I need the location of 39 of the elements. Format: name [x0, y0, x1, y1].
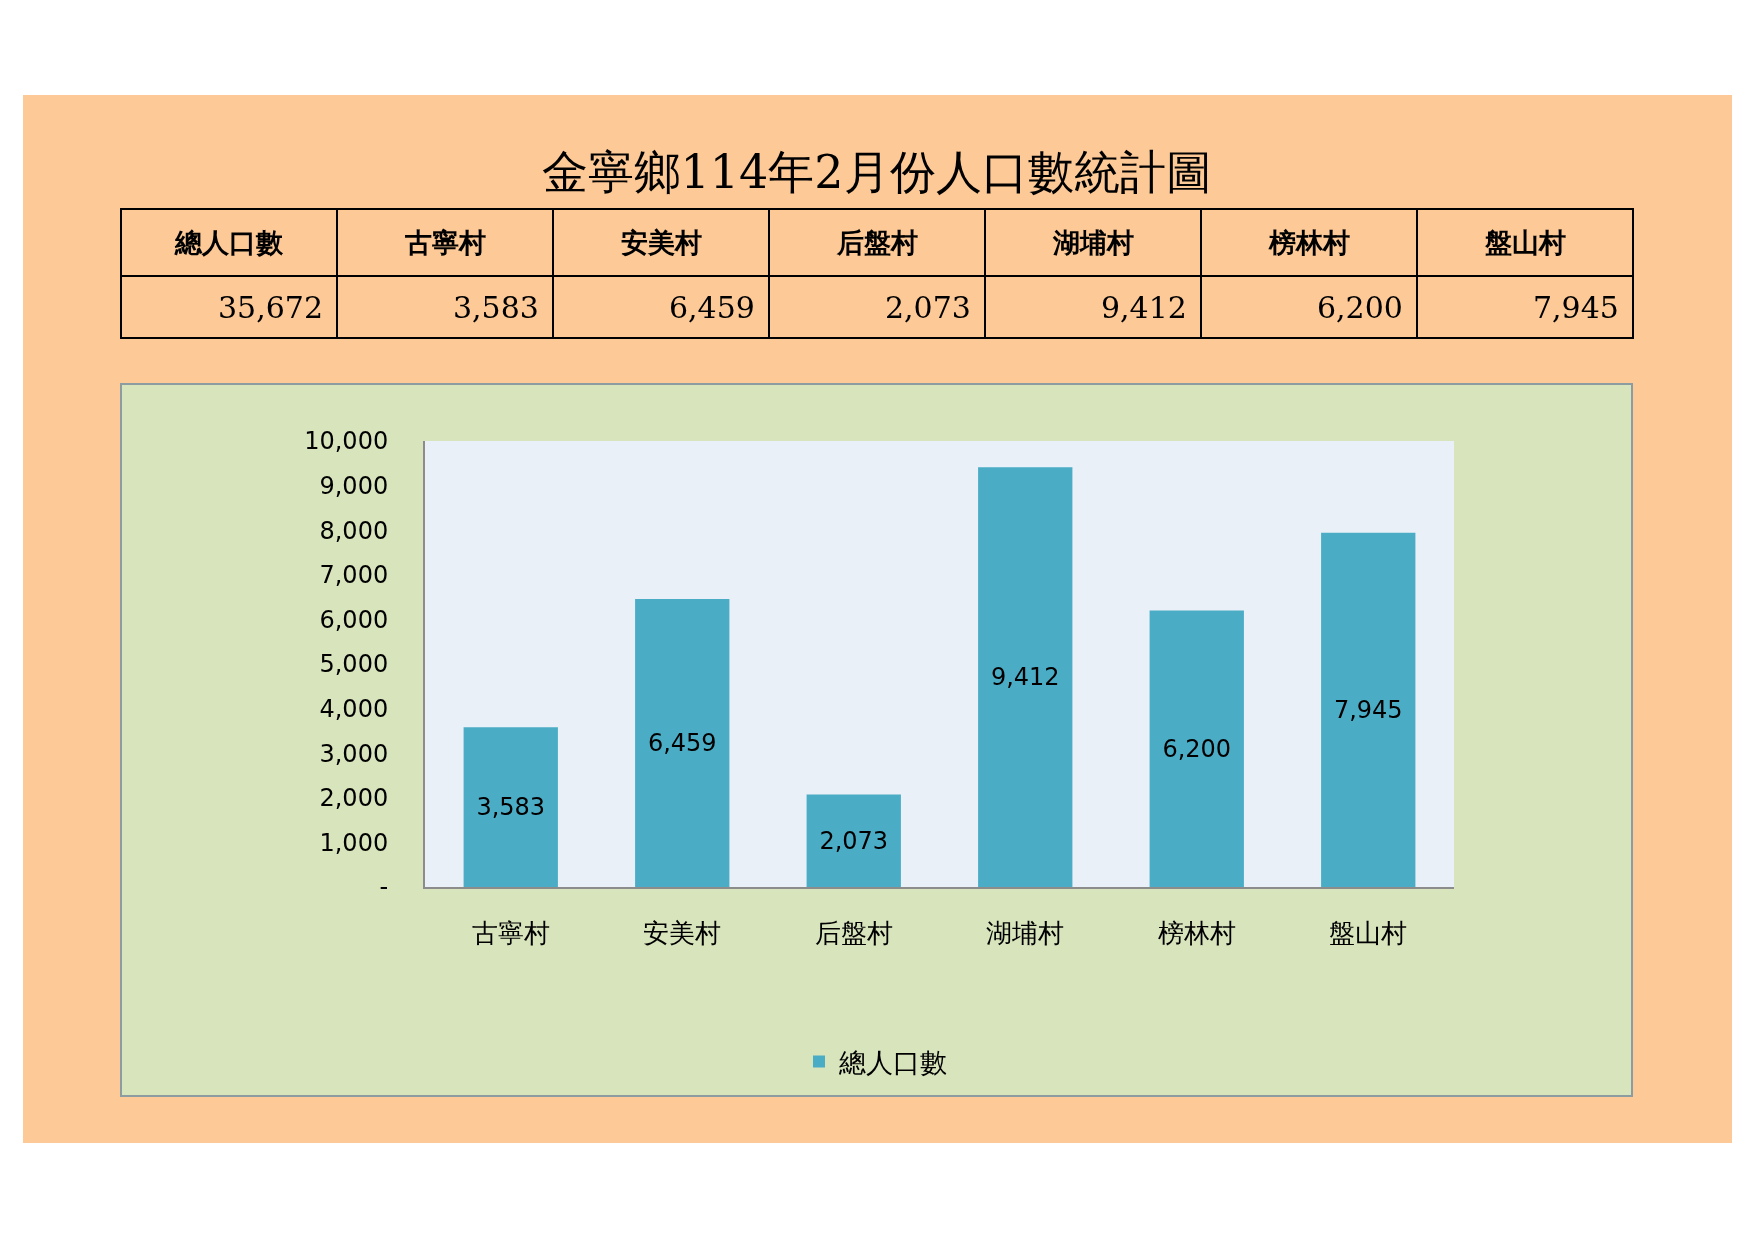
data-label: 9,412 [990, 663, 1060, 692]
y-tick-label: 8,000 [319, 516, 389, 545]
text: 2,073 [885, 290, 971, 325]
y-tick-label: 5,000 [319, 650, 389, 679]
category-label: 古寧村 [405, 227, 486, 258]
x-tick-label: 湖埔村 [986, 918, 1065, 949]
x-tick-label: 后盤村 [814, 918, 893, 949]
x-tick-label: 古寧村 [471, 918, 550, 949]
x-tick-label: 盤山村 [1329, 918, 1408, 949]
y-tick-label: 9,000 [319, 472, 389, 500]
x-tick-label: 安美村 [643, 918, 722, 949]
y-tick-label: 4,000 [319, 695, 389, 723]
text: 3,583 [453, 290, 539, 325]
data-label: 7,945 [1333, 695, 1403, 724]
text: 7,945 [1533, 290, 1619, 325]
y-tick-label: 6,000 [319, 605, 389, 634]
category-label: 盤山村 [1485, 227, 1566, 258]
text: 6,459 [669, 290, 755, 325]
y-tick-label: 2,000 [319, 784, 389, 813]
data-label: 3,583 [476, 793, 546, 822]
data-label: 6,459 [647, 728, 717, 757]
text: 9,412 [1101, 290, 1187, 325]
text: 6,200 [1317, 290, 1403, 325]
text: 35,672 [218, 290, 323, 325]
category-label: 湖埔村 [1053, 227, 1134, 258]
legend-label: 總人口數 [838, 1047, 947, 1079]
data-label: 6,200 [1162, 734, 1232, 763]
y-tick-label: 1,000 [319, 828, 389, 857]
category-label: 后盤村 [837, 227, 918, 258]
y-tick-label: - [379, 873, 389, 902]
y-tick-label: 3,000 [319, 739, 389, 768]
y-tick-label: 7,000 [319, 561, 389, 590]
data-label: 2,073 [819, 826, 889, 855]
category-label: 安美村 [621, 227, 702, 258]
x-tick-label: 榜林村 [1157, 918, 1236, 949]
chart-title: 金寧鄉114年2月份人口數統計圖 [542, 145, 1212, 200]
y-tick-label: 10,000 [304, 427, 389, 456]
text: 總人口數 [175, 227, 283, 258]
category-label: 榜林村 [1269, 227, 1350, 258]
